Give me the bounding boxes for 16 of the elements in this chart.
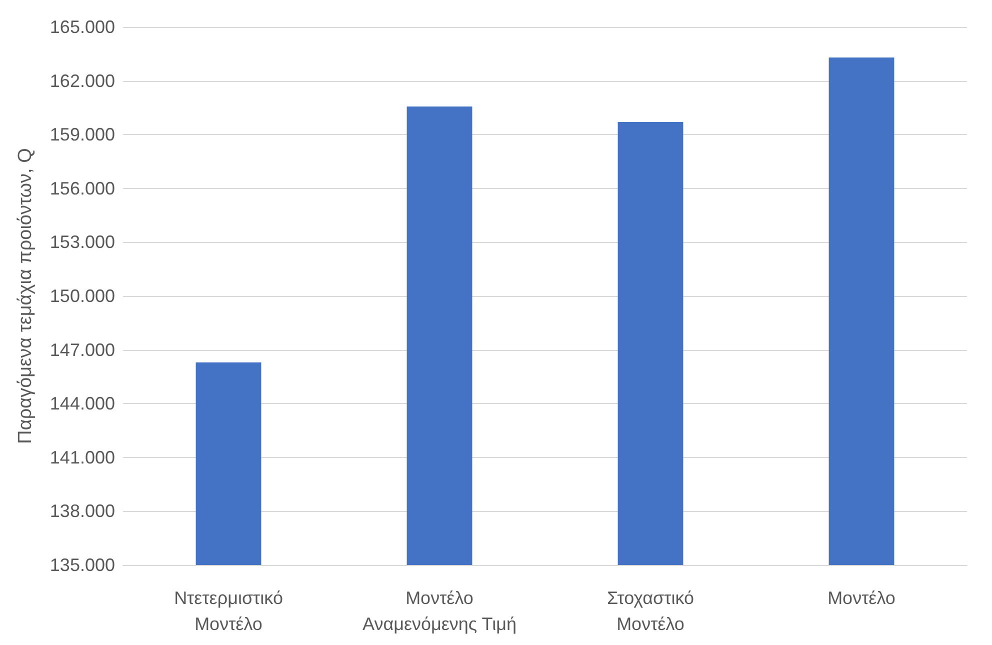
x-tick-label: Ντετερμιστικό Μοντέλο — [174, 588, 283, 634]
y-tick-label: 150.000 — [50, 286, 115, 306]
x-tick-label: Μοντέλο Αναμενόμενης Τιμή — [362, 588, 516, 634]
y-tick-label: 135.000 — [50, 555, 115, 575]
y-tick-label: 141.000 — [50, 447, 115, 468]
x-tick-label: Μοντέλο — [828, 588, 896, 608]
y-tick-label: 159.000 — [50, 124, 115, 145]
y-tick-label: 156.000 — [50, 178, 115, 198]
y-axis-title: Παραγόμενα τεμάχια προιόντων, Q — [15, 148, 36, 444]
y-tick-label: 165.000 — [50, 17, 115, 37]
y-tick-label: 144.000 — [50, 394, 115, 414]
y-tick-label: 153.000 — [50, 232, 115, 252]
x-tick-label: Στοχαστικό Μοντέλο — [606, 588, 694, 634]
y-tick-label: 147.000 — [50, 340, 115, 360]
y-tick-label: 162.000 — [50, 70, 115, 91]
y-tick-label: 138.000 — [50, 501, 115, 522]
